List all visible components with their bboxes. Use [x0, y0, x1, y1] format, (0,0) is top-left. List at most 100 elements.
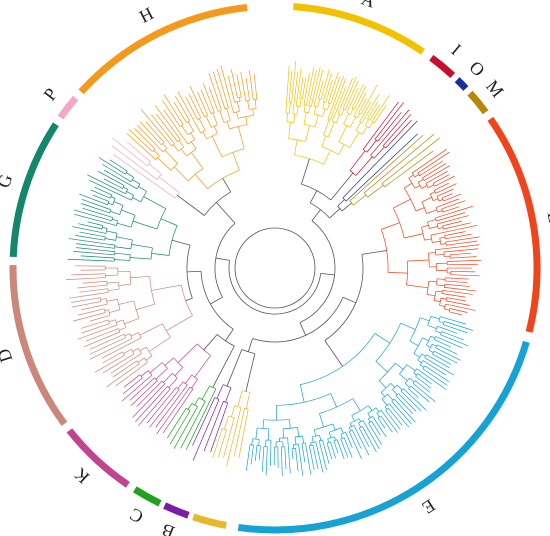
clade-bracket: [140, 191, 147, 202]
leaf-branch: [162, 100, 177, 121]
clade-bracket: [296, 105, 300, 107]
internal-branch: [302, 95, 304, 99]
backbone-branch: [176, 194, 205, 216]
leaf-branch: [287, 441, 291, 474]
leaf-branch: [452, 240, 478, 245]
leaf-branch: [156, 114, 171, 133]
leaf-branch: [372, 423, 381, 436]
internal-branch: [437, 278, 446, 280]
internal-branch: [419, 364, 425, 368]
leaf-branch: [177, 91, 195, 122]
clade-bracket: [170, 163, 178, 171]
clade-bracket: [370, 154, 375, 159]
internal-branch: [433, 198, 439, 202]
internal-branch: [441, 207, 446, 210]
internal-branch: [114, 328, 119, 331]
internal-branch: [286, 113, 288, 122]
internal-branch: [351, 105, 354, 109]
leaf-branch: [319, 443, 327, 470]
leaf-branch: [363, 428, 377, 453]
internal-branch: [101, 292, 109, 294]
clade-arc-A: [293, 3, 425, 55]
leaf-branch: [173, 102, 184, 119]
backbone-branch: [171, 239, 191, 246]
internal-branch: [409, 340, 419, 347]
internal-branch: [409, 377, 415, 383]
internal-branch: [110, 324, 118, 328]
leaf-branch: [163, 94, 180, 119]
leaf-branch: [323, 442, 330, 464]
leaf-branch: [365, 424, 380, 450]
internal-branch: [350, 108, 354, 115]
leaf-branch: [189, 85, 203, 113]
backbone-branch: [216, 202, 236, 224]
leaf-branch: [123, 378, 136, 388]
internal-branch: [178, 140, 185, 148]
leaf-branch: [390, 405, 410, 428]
clade-bracket: [223, 120, 231, 123]
clade-arc-O: [454, 77, 469, 91]
clade-bracket: [349, 200, 354, 206]
internal-branch: [358, 422, 362, 428]
internal-branch: [340, 427, 344, 434]
internal-branch: [332, 112, 336, 122]
internal-branch: [223, 104, 226, 110]
internal-branch: [123, 196, 132, 201]
clade-bracket: [427, 221, 430, 229]
leaf-branch: [102, 164, 124, 178]
internal-branch: [421, 224, 429, 228]
leaf-branch: [444, 193, 461, 201]
internal-branch: [373, 120, 376, 124]
backbone-branch: [324, 340, 343, 367]
internal-branch: [376, 413, 380, 418]
internal-branch: [349, 423, 352, 427]
leaf-branch: [210, 418, 223, 453]
internal-branch: [440, 243, 446, 245]
leaf-branch: [396, 150, 434, 179]
leaf-branch: [331, 76, 341, 101]
internal-branch: [130, 276, 150, 279]
leaf-branch: [250, 447, 254, 465]
leaf-branch: [445, 200, 466, 209]
internal-branch: [439, 236, 445, 239]
clade-arc-P: [57, 95, 79, 120]
internal-branch: [258, 439, 260, 446]
leaf-branch: [421, 376, 432, 385]
leaf-branch: [76, 247, 105, 251]
clade-bracket: [351, 405, 369, 416]
internal-branch: [118, 186, 123, 189]
internal-branch: [440, 297, 447, 300]
leaf-branch: [328, 71, 339, 100]
internal-branch: [434, 339, 439, 342]
internal-branch: [98, 280, 107, 283]
clade-bracket: [332, 120, 337, 124]
internal-branch: [338, 144, 345, 155]
internal-branch: [337, 107, 341, 115]
clade-bracket: [417, 172, 420, 177]
clade-bracket: [288, 138, 306, 142]
internal-branch: [352, 429, 354, 433]
internal-branch: [426, 354, 431, 358]
internal-branch: [205, 115, 212, 128]
internal-branch: [247, 100, 250, 110]
internal-branch: [104, 309, 109, 312]
internal-branch: [120, 183, 125, 186]
leaf-branch: [436, 351, 458, 364]
clade-label-L: L: [544, 210, 550, 224]
leaf-branch: [83, 333, 116, 348]
leaf-branch: [174, 95, 188, 117]
internal-branch: [432, 181, 437, 184]
internal-branch: [370, 143, 381, 156]
leaf-branch: [427, 367, 450, 383]
internal-branch: [190, 141, 197, 150]
internal-branch: [134, 374, 141, 379]
internal-branch: [393, 398, 397, 402]
internal-branch: [422, 174, 429, 179]
leaf-branch: [298, 447, 304, 477]
internal-branch: [429, 226, 438, 229]
internal-branch: [120, 337, 126, 341]
leaf-branch: [438, 182, 450, 189]
leaf-branch: [89, 180, 125, 198]
clade-bracket: [162, 148, 168, 153]
internal-branch: [237, 390, 243, 407]
